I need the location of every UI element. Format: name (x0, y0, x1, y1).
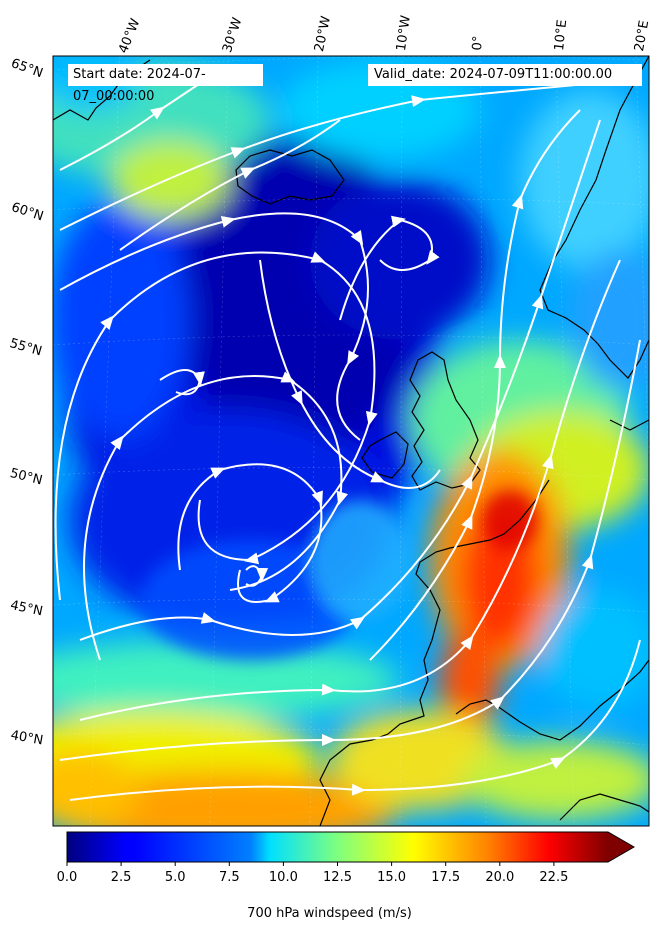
north-africa-coast (559, 793, 649, 821)
streamline (245, 565, 269, 587)
colorbar-tick-label: 0.0 (56, 870, 78, 885)
colorbar-gradient (67, 832, 608, 862)
streamline (339, 215, 440, 321)
colorbar-tickmarks (66, 862, 555, 866)
colorbar-tick-label: 20.0 (485, 870, 515, 885)
colorbar-outline (66, 831, 636, 863)
streamline (59, 339, 641, 761)
windspeed-field (53, 56, 649, 826)
scandinavia-coast (539, 56, 649, 379)
valid-date-label: Valid_date: 2024-07-09T11:00:00.00 (368, 64, 642, 86)
streamline (79, 119, 601, 641)
colorbar-tick-label: 15.0 (377, 870, 407, 885)
streamline (69, 639, 641, 801)
baltic-coast (609, 419, 649, 431)
streamline (159, 369, 205, 396)
colorbar-tick-label: 5.0 (164, 870, 186, 885)
lon-label: 0° (470, 35, 486, 52)
colorbar-title: 700 hPa windspeed (m/s) (247, 906, 412, 921)
map-frame (52, 55, 650, 827)
streamline (369, 109, 581, 661)
colorbar (66, 831, 636, 866)
colorbar-tick-label: 10.0 (268, 870, 298, 885)
streamline (119, 119, 341, 251)
colorbar-tick-label: 17.5 (431, 870, 461, 885)
colorbar-tick-label: 22.5 (539, 870, 569, 885)
streamline (59, 79, 631, 231)
start-date-label: Start date: 2024-07-07_00:00:00 (68, 64, 263, 104)
colorbar-tick-label: 7.5 (218, 870, 240, 885)
streamlines (54, 69, 641, 801)
colorbar-extend-arrow (608, 832, 634, 862)
colorbar-tick-label: 12.5 (323, 870, 352, 885)
colorbar-tick-label: 2.5 (110, 870, 132, 885)
